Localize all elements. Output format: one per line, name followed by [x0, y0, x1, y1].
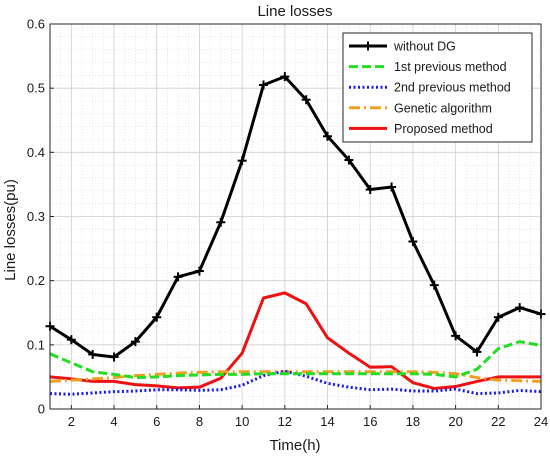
x-tick-label: 22: [491, 414, 505, 429]
x-tick-label: 12: [278, 414, 292, 429]
x-tick-label: 10: [235, 414, 249, 429]
data-point-marker: [365, 185, 375, 195]
y-tick-label: 0.4: [27, 145, 45, 160]
legend: without DG 1st previous method 2nd previou…: [342, 32, 533, 143]
y-tick-label: 0.1: [27, 337, 45, 352]
data-point-marker: [173, 272, 183, 282]
y-tick-label: 0.6: [27, 17, 45, 32]
data-point-marker: [429, 280, 439, 290]
x-tick-label: 16: [363, 414, 377, 429]
x-tick-label: 6: [153, 414, 160, 429]
data-point-marker: [451, 331, 461, 341]
y-tick-label: 0: [38, 402, 45, 417]
legend-label: 1st previous method: [394, 60, 507, 74]
legend-item: without DG: [349, 40, 456, 54]
y-tick-label: 0.5: [27, 81, 45, 96]
data-point-marker: [280, 72, 290, 82]
data-point-marker: [472, 347, 482, 357]
legend-item: 1st previous method: [349, 60, 507, 74]
legend-item: 2nd previous method: [349, 81, 511, 95]
series-lines: [45, 72, 546, 396]
y-axis-label: Line losses(pu): [2, 179, 19, 281]
data-point-marker: [408, 237, 418, 247]
data-point-marker: [130, 337, 140, 347]
data-point-marker: [88, 349, 98, 359]
x-tick-label: 8: [196, 414, 203, 429]
data-point-marker: [387, 182, 397, 192]
data-point-marker: [515, 303, 525, 313]
data-point-marker: [194, 266, 204, 276]
legend-item: Genetic algorithm: [349, 101, 492, 115]
x-axis-label: Time(h): [269, 437, 320, 454]
x-tick-label: 2: [68, 414, 75, 429]
x-tick-label: 14: [320, 414, 334, 429]
data-point-marker: [237, 156, 247, 166]
legend-label: Genetic algorithm: [394, 101, 492, 115]
data-point-marker: [323, 131, 333, 141]
data-point-marker: [493, 312, 503, 322]
series-line-1st-previous-method: [49, 340, 542, 380]
series-line-proposed-method: [49, 291, 541, 390]
data-point-marker: [66, 335, 76, 345]
legend-label: 2nd previous method: [394, 81, 511, 95]
data-point-marker: [109, 352, 119, 362]
series-line-genetic-algorithm: [49, 370, 542, 383]
legend-label: Proposed method: [394, 122, 493, 136]
x-tick-label: 20: [448, 414, 462, 429]
x-tick-label: 4: [110, 414, 117, 429]
series-line-without-dg: [49, 75, 542, 359]
y-tick-label: 0.2: [27, 273, 45, 288]
data-point-marker: [216, 217, 226, 227]
data-point-marker: [258, 80, 268, 90]
x-tick-label: 24: [534, 414, 548, 429]
legend-box: [342, 32, 533, 143]
data-point-marker: [301, 95, 311, 105]
data-point-marker: [152, 312, 162, 322]
data-point-marker: [344, 155, 354, 165]
legend-label: without DG: [393, 40, 456, 54]
y-tick-label: 0.3: [27, 209, 45, 224]
x-tick-label: 18: [406, 414, 420, 429]
chart-title: Line losses: [257, 3, 332, 20]
legend-item: Proposed method: [349, 122, 493, 136]
grid-lines: [49, 23, 542, 410]
